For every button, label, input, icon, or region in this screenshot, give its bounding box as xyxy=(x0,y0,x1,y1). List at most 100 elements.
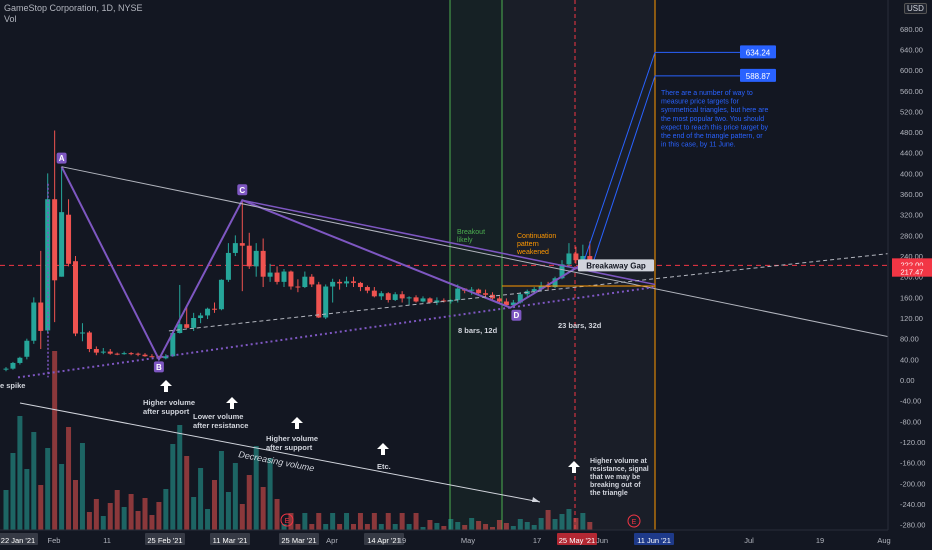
volume-bar xyxy=(31,432,37,530)
volume-bar xyxy=(232,463,238,530)
volume-bar xyxy=(316,513,322,530)
candle-body xyxy=(260,250,266,277)
candle-body xyxy=(531,289,537,292)
volume-bar xyxy=(392,524,398,530)
volume-bar xyxy=(371,513,377,530)
volume-bar xyxy=(246,475,252,530)
volume-bar xyxy=(45,448,51,530)
volume-bar xyxy=(198,468,204,530)
candle-body xyxy=(337,281,343,284)
candle-body xyxy=(79,332,85,334)
higher-volume-support2-text: after support xyxy=(266,443,313,452)
candle-body xyxy=(371,290,377,297)
candle-body xyxy=(107,351,113,354)
price-axis-tick: -40.00 xyxy=(900,397,921,406)
lower-support-dotted-line xyxy=(17,286,656,379)
time-axis-tick: 19 xyxy=(816,536,824,545)
volume-bar xyxy=(156,502,162,530)
price-axis-tick: 80.00 xyxy=(900,335,919,344)
time-axis-tick: 17 xyxy=(533,536,541,545)
candle-body xyxy=(38,302,44,331)
price-axis-tick: 200.00 xyxy=(900,273,923,282)
volume-bar xyxy=(517,519,523,530)
candle-body xyxy=(100,351,106,353)
volume-bar xyxy=(399,513,405,530)
candle-body xyxy=(385,293,391,300)
target-note-line: There are a number of way to xyxy=(661,90,753,97)
candle-body xyxy=(163,356,169,359)
price-axis-tick: 600.00 xyxy=(900,66,923,75)
volume-bar xyxy=(302,513,308,530)
breakout-zone-shade xyxy=(450,0,502,530)
volume-bar xyxy=(281,524,287,530)
volume-bar xyxy=(490,527,495,530)
volume-bar xyxy=(531,525,537,530)
volume-bar xyxy=(406,524,412,530)
price-axis-tick: -280.00 xyxy=(900,521,925,530)
candle-body xyxy=(496,298,502,302)
candle-body xyxy=(121,353,127,355)
time-axis-highlight xyxy=(210,533,250,545)
candle-body xyxy=(476,289,482,294)
volume-bar xyxy=(86,512,92,530)
time-axis-tick: 19 xyxy=(398,536,406,545)
volume-bar xyxy=(559,514,565,530)
volume-bar xyxy=(267,458,273,530)
higher-volume-support2-text: Higher volume xyxy=(266,434,318,443)
volume-bar xyxy=(434,523,440,530)
candle-body xyxy=(135,353,141,355)
target-note-line: symmetrical triangles, but here are xyxy=(661,107,768,114)
pattern-label-b: B xyxy=(156,363,162,372)
pattern-point-c xyxy=(237,184,248,196)
candle-body xyxy=(239,243,245,246)
candle-body xyxy=(246,245,252,267)
volume-bar xyxy=(323,524,329,530)
target-note-line: measure price targets for xyxy=(661,99,739,106)
time-axis-tick: 22 Jan '21 xyxy=(1,536,35,545)
candle-body xyxy=(218,279,224,310)
volume-bar xyxy=(253,446,259,530)
candle-body xyxy=(517,294,523,303)
price-axis-tick: 440.00 xyxy=(900,149,923,158)
time-axis-highlight xyxy=(0,533,38,545)
volume-bar xyxy=(149,515,155,530)
target-label-box xyxy=(740,68,776,82)
volume-bar xyxy=(469,518,475,530)
volume-bar xyxy=(52,351,58,530)
breakout-likely-text: Breakout xyxy=(457,229,485,236)
volume-bar xyxy=(364,524,370,530)
breakout-likely-text: likely xyxy=(457,237,473,244)
candle-body xyxy=(330,281,336,287)
candle-body xyxy=(31,302,37,341)
volume-bar xyxy=(170,444,176,530)
candle-body xyxy=(545,285,551,288)
candle-body xyxy=(93,349,99,353)
time-axis-tick: Jul xyxy=(744,536,754,545)
price-axis-tick: 640.00 xyxy=(900,45,923,54)
price-axis-tick: -160.00 xyxy=(900,459,925,468)
time-axis-tick: 11 Jun '21 xyxy=(637,536,671,545)
volume-bar xyxy=(177,425,183,530)
candle-body xyxy=(128,353,134,355)
time-axis-tick: 25 May '21 xyxy=(559,536,595,545)
candle-body xyxy=(566,253,572,265)
volume-bar xyxy=(566,509,572,530)
time-axis-tick: May xyxy=(461,536,475,545)
currency-badge[interactable]: USD xyxy=(904,3,927,14)
resistance-signal-text: resistance, signal xyxy=(590,466,649,473)
volume-bar xyxy=(309,524,315,530)
pattern-label-d: D xyxy=(514,311,520,320)
price-axis-tick: -120.00 xyxy=(900,438,925,447)
support-dashed-line xyxy=(168,252,891,332)
earnings-marker-label: E xyxy=(632,519,637,526)
price-axis-tick: 400.00 xyxy=(900,169,923,178)
volume-bar xyxy=(274,499,280,530)
volume-bar xyxy=(260,487,266,530)
candle-body xyxy=(212,308,217,310)
arrow-up-icon xyxy=(160,380,172,392)
candle-body xyxy=(295,286,301,288)
candle-body xyxy=(191,318,197,328)
volume-bar xyxy=(3,490,9,530)
bars-32d-label: 23 bars, 32d xyxy=(558,321,602,330)
